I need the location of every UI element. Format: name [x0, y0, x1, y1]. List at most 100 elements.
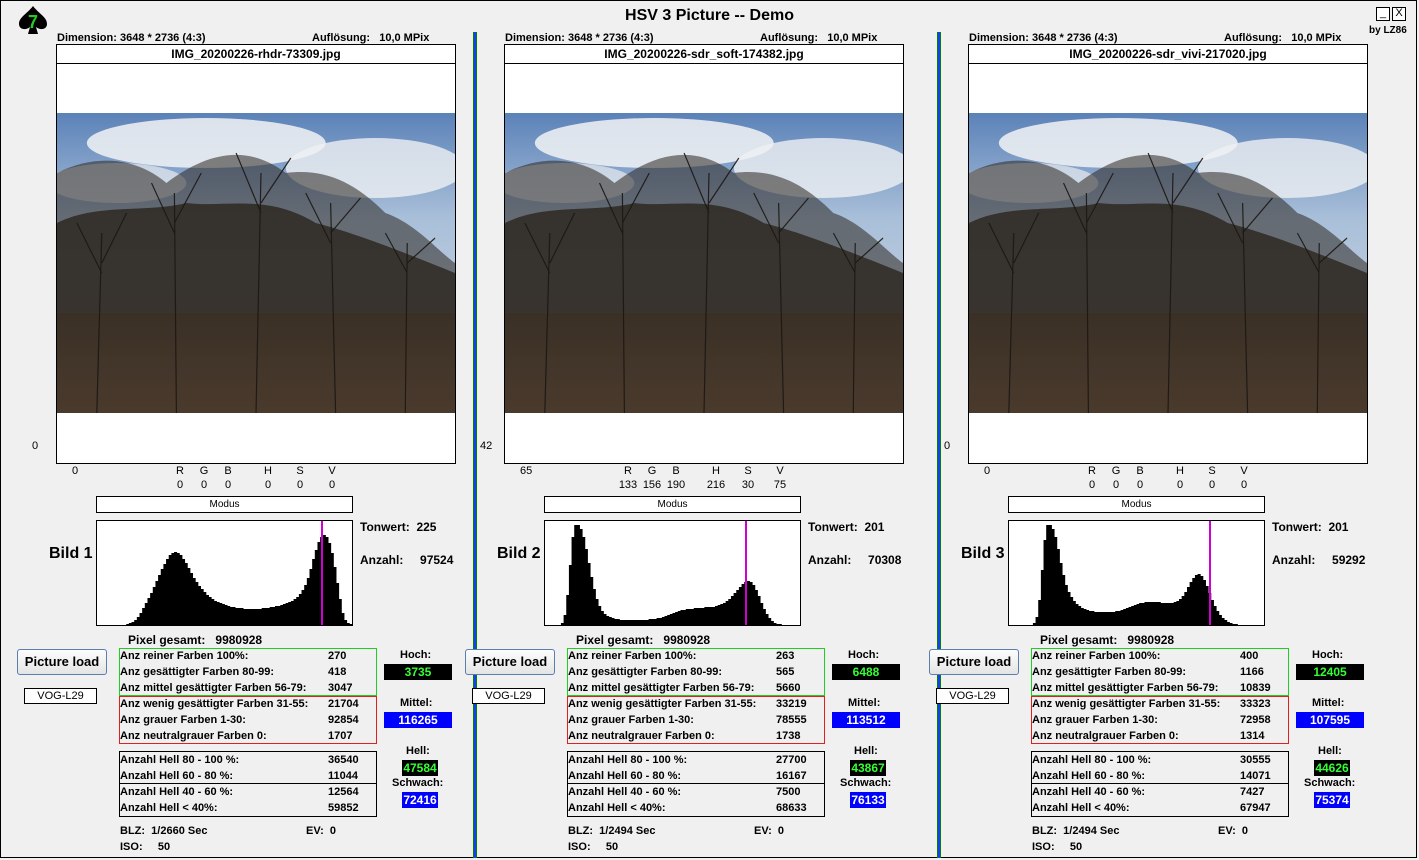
histogram-bar: [309, 569, 313, 625]
mittel-counter: 107595: [1296, 712, 1364, 728]
schwach-label: Schwach:: [1304, 777, 1356, 789]
left-value: 0: [32, 440, 39, 452]
minimize-button[interactable]: _: [1376, 7, 1390, 21]
bild-label: Bild 2: [497, 545, 541, 562]
histogram-bar: [1128, 607, 1132, 625]
stat-row-reine: Anz reiner Farben 100%: 400: [1032, 648, 1288, 664]
channel-s-label: S: [296, 465, 304, 477]
histogram-bar: [301, 590, 305, 625]
anzahl-label: Anzahl: 97524: [360, 553, 454, 567]
histogram-bar: [1181, 596, 1185, 625]
close-button[interactable]: X: [1392, 7, 1406, 21]
histogram-bar: [237, 608, 241, 625]
tonwert-value: 201: [1328, 520, 1349, 534]
picture-panel-1: Dimension: 3648 * 2736 (4:3) Auflösung: …: [0, 0, 470, 860]
mittel-counter: 116265: [384, 712, 452, 728]
histogram-bar: [717, 605, 721, 625]
histogram-bar: [134, 620, 138, 625]
blz-label: BLZ: 1/2660 Sec: [120, 825, 208, 837]
histogram-bar: [235, 608, 239, 625]
histogram-bar: [1232, 624, 1236, 625]
histogram-bar: [1051, 529, 1055, 625]
modus-field[interactable]: Modus: [96, 496, 353, 513]
histogram-bar: [677, 611, 681, 625]
stat-label: Anz neutralgrauer Farben 0:: [568, 730, 715, 742]
stat-row-gesaettigt: Anz gesättigter Farben 80-99: 1166: [1032, 664, 1288, 680]
histogram-bar: [566, 595, 570, 625]
stat-label: Anzahl Hell 80 - 100 %:: [120, 754, 240, 766]
histogram-bar: [160, 569, 164, 625]
histogram-bar: [184, 563, 188, 625]
histogram-bar: [669, 614, 673, 625]
stat-value: 1738: [776, 730, 801, 742]
histogram-bar: [1117, 611, 1121, 625]
stat-label: Anz wenig gesättigter Farben 31-55:: [568, 698, 757, 710]
pixel-total-value: 9980928: [1127, 633, 1175, 647]
stat-row-hell40: Anzahl Hell 40 - 60 %: 12564: [120, 784, 376, 800]
tree-photo-image: [57, 113, 455, 413]
stat-label: Anzahl Hell 60 - 80 %:: [120, 770, 234, 782]
picture-load-button[interactable]: Picture load: [929, 649, 1019, 675]
histogram-bar: [752, 585, 756, 625]
resolution-label: Auflösung: 10,0 MPix: [312, 32, 430, 44]
histogram-bar: [603, 614, 607, 625]
stat-label: Anz mittel gesättigter Farben 56-79:: [568, 682, 755, 694]
histogram-bar: [1075, 604, 1079, 625]
histogram-bar: [611, 618, 615, 625]
hoch-label: Hoch:: [1312, 649, 1344, 661]
histogram-bar: [1218, 615, 1222, 625]
channel-v-label: V: [328, 465, 336, 477]
tree-photo-image: [505, 113, 903, 413]
histogram-bar: [1224, 620, 1228, 625]
stat-row-hell40: Anzahl Hell 40 - 60 %: 7427: [1032, 784, 1288, 800]
iso-label: ISO: 50: [120, 841, 171, 853]
histogram-bar: [712, 607, 716, 625]
histogram-bar: [627, 620, 631, 625]
stat-row-wenig: Anz wenig gesättigter Farben 31-55: 3332…: [1032, 696, 1288, 712]
histogram-bar: [584, 549, 588, 625]
histogram-bar: [730, 596, 734, 625]
stat-value: 59852: [328, 802, 359, 814]
image-viewport[interactable]: [56, 64, 456, 464]
histogram-bar: [608, 617, 612, 625]
stat-row-wenig: Anz wenig gesättigter Farben 31-55: 3321…: [568, 696, 824, 712]
histogram-bar: [622, 620, 626, 625]
histogram-bar: [272, 607, 276, 625]
blz-value: 1/2494 Sec: [1063, 825, 1120, 837]
picture-load-button[interactable]: Picture load: [17, 649, 107, 675]
histogram-bar: [754, 590, 758, 625]
picture-load-button[interactable]: Picture load: [465, 649, 555, 675]
stat-value: 1166: [1240, 666, 1264, 678]
stat-label: Anz gesättigter Farben 80-99:: [1032, 666, 1187, 678]
histogram-bar: [189, 573, 194, 625]
histogram-bar: [1155, 602, 1159, 625]
histogram-bar: [1112, 612, 1116, 625]
histogram-bar: [773, 623, 777, 625]
histogram-bar: [166, 559, 170, 625]
modus-field[interactable]: Modus: [1008, 496, 1265, 513]
histogram-bar: [1083, 609, 1087, 625]
channel-r-value: 0: [176, 479, 184, 491]
stat-value: 16167: [776, 770, 807, 782]
histogram-bar: [696, 608, 700, 625]
image-viewport[interactable]: [504, 64, 904, 464]
histogram-bar: [640, 620, 644, 625]
modus-field[interactable]: Modus: [544, 496, 801, 513]
histogram-bar: [667, 615, 671, 625]
stat-row-wenig: Anz wenig gesättigter Farben 31-55: 2170…: [120, 696, 376, 712]
stat-value: 72958: [1240, 714, 1271, 726]
histogram-bar: [150, 593, 154, 625]
histogram-bar: [1040, 570, 1044, 625]
histogram-bar: [248, 609, 252, 625]
histogram-bar: [1157, 602, 1161, 625]
resolution-value: 10,0 MPix: [827, 32, 878, 44]
histogram-bar: [1107, 612, 1111, 625]
histogram-bar: [208, 597, 212, 625]
histogram-bar: [645, 620, 649, 625]
histogram-bar: [174, 552, 178, 625]
histogram-bar: [709, 607, 713, 625]
histogram-bar: [293, 599, 297, 625]
pixel-total-label: Pixel gesamt: 9980928: [128, 633, 263, 647]
image-viewport[interactable]: [968, 64, 1368, 464]
stat-value: 33219: [776, 698, 807, 710]
